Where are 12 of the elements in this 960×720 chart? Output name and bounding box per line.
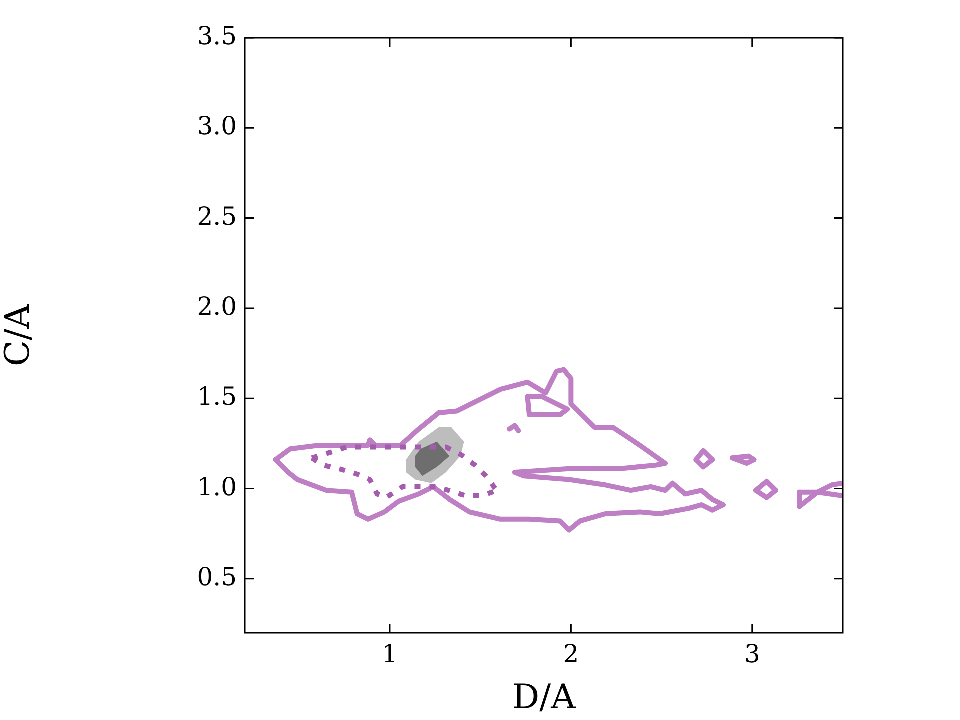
y-axis-title: C/A bbox=[0, 304, 38, 367]
y-tick-label: 3.0 bbox=[197, 112, 237, 141]
y-tick-label: 1.0 bbox=[197, 472, 237, 502]
x-tick-label: 2 bbox=[563, 640, 580, 668]
y-tick-label: 2.5 bbox=[197, 202, 237, 231]
y-tick-label: 3.5 bbox=[197, 22, 237, 50]
x-tick-label: 1 bbox=[382, 640, 398, 668]
x-axis-title: D/A bbox=[512, 677, 576, 718]
x-tick-label: 3 bbox=[744, 640, 760, 668]
y-tick-label: 0.5 bbox=[197, 562, 237, 592]
y-tick-label: 1.5 bbox=[197, 382, 237, 412]
y-tick-label: 2.0 bbox=[197, 292, 237, 321]
